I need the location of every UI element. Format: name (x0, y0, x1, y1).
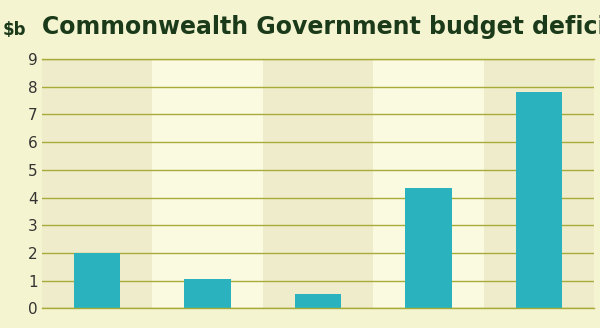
Bar (184, 279, 231, 308)
Bar (405, 188, 452, 308)
Bar (152, 59, 263, 308)
Text: $b: $b (3, 21, 26, 39)
Bar (263, 59, 373, 308)
Bar (42, 59, 152, 308)
Bar (373, 59, 484, 308)
Bar (295, 295, 341, 308)
Bar (515, 92, 562, 308)
Bar (484, 59, 594, 308)
Text: Commonwealth Government budget deficit: Commonwealth Government budget deficit (42, 15, 600, 39)
Bar (74, 253, 121, 308)
